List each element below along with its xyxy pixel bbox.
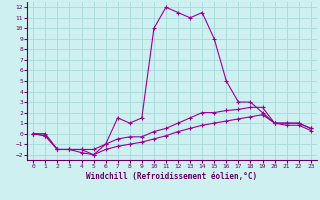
X-axis label: Windchill (Refroidissement éolien,°C): Windchill (Refroidissement éolien,°C) <box>86 172 258 181</box>
